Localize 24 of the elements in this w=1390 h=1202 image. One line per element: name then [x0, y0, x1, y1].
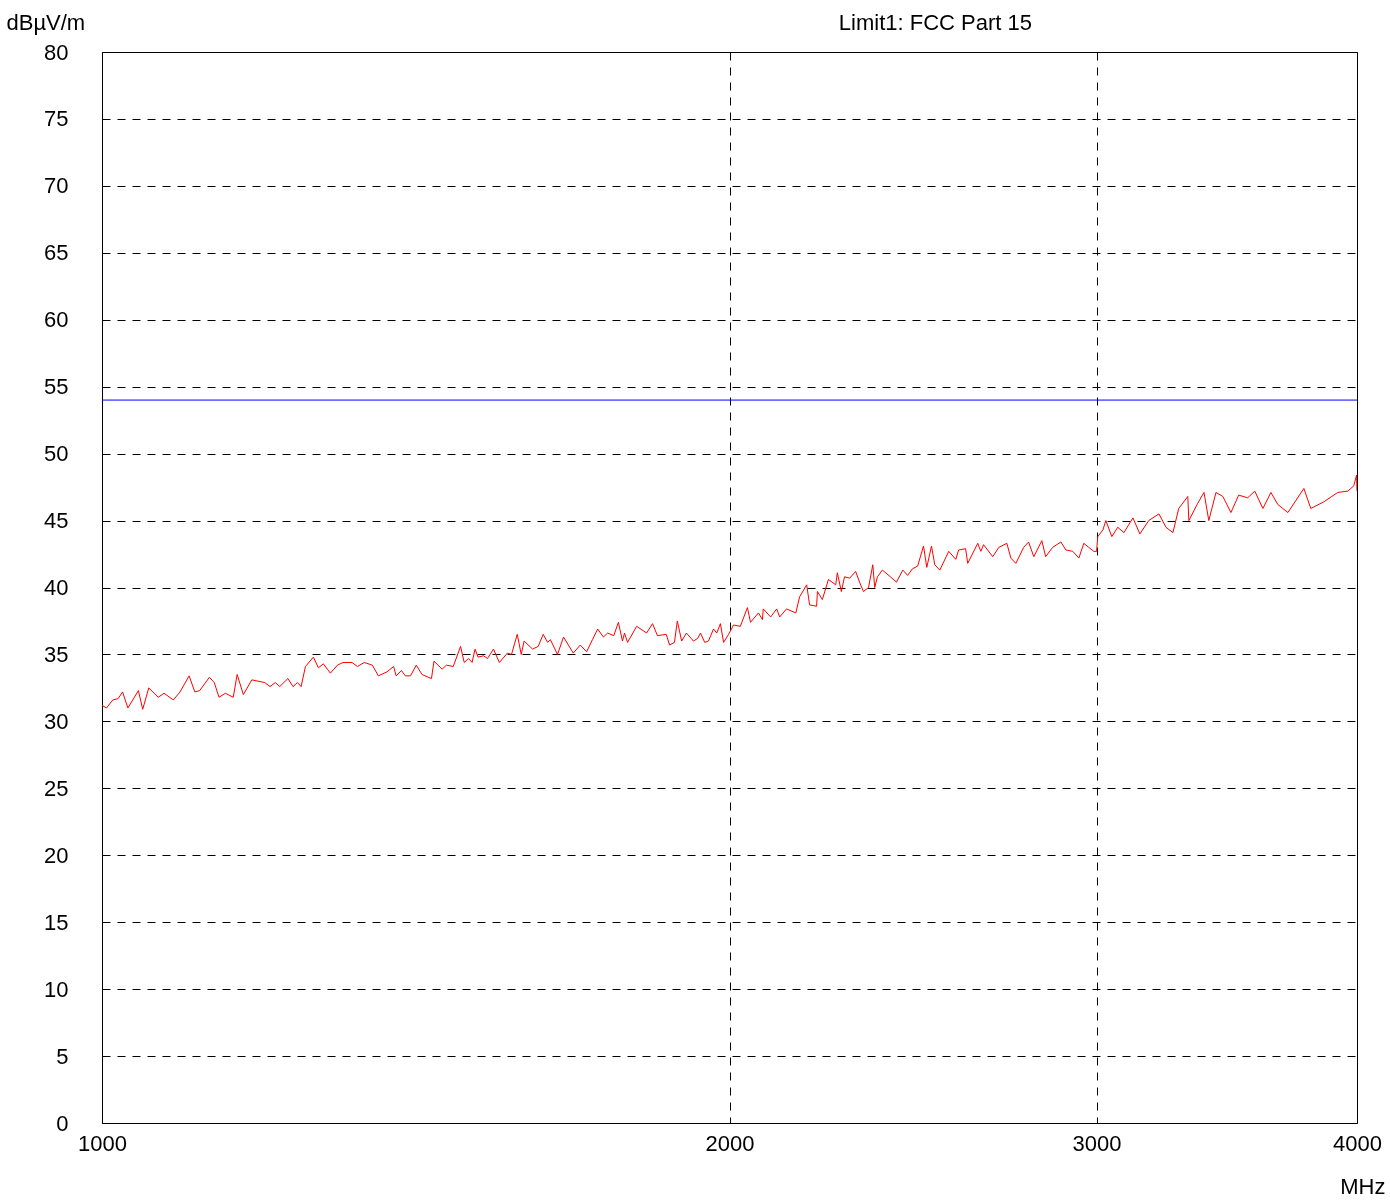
y-axis-title: dBµV/m [6, 9, 86, 35]
y-tick-label: 55 [44, 374, 69, 400]
x-axis-title: MHz [1340, 1173, 1386, 1199]
y-tick-label: 60 [44, 307, 69, 333]
y-tick-label: 25 [44, 775, 69, 801]
y-tick-label: 15 [44, 909, 69, 935]
y-tick-label: 80 [44, 39, 69, 65]
y-tick-label: 40 [44, 575, 69, 600]
y-tick-label: 5 [56, 1043, 69, 1069]
y-tick-label: 75 [44, 106, 69, 132]
x-tick-label: 4000 [1333, 1130, 1382, 1156]
y-tick-label: 20 [44, 842, 69, 868]
y-tick-label: 70 [44, 173, 69, 199]
x-tick-label: 1000 [78, 1130, 127, 1156]
y-tick-label: 0 [56, 1110, 69, 1136]
x-tick-label: 3000 [1072, 1130, 1122, 1156]
y-tick-label: 50 [44, 441, 69, 467]
text: Limit1: FCC Part 15 [838, 10, 1032, 35]
y-tick-label: 30 [44, 708, 69, 734]
y-tick-label: 65 [44, 240, 69, 266]
y-tick-label: 35 [44, 641, 69, 667]
y-tick-label: 10 [44, 976, 69, 1002]
x-tick-label: 2000 [705, 1130, 755, 1156]
y-tick-label: 45 [44, 508, 69, 534]
